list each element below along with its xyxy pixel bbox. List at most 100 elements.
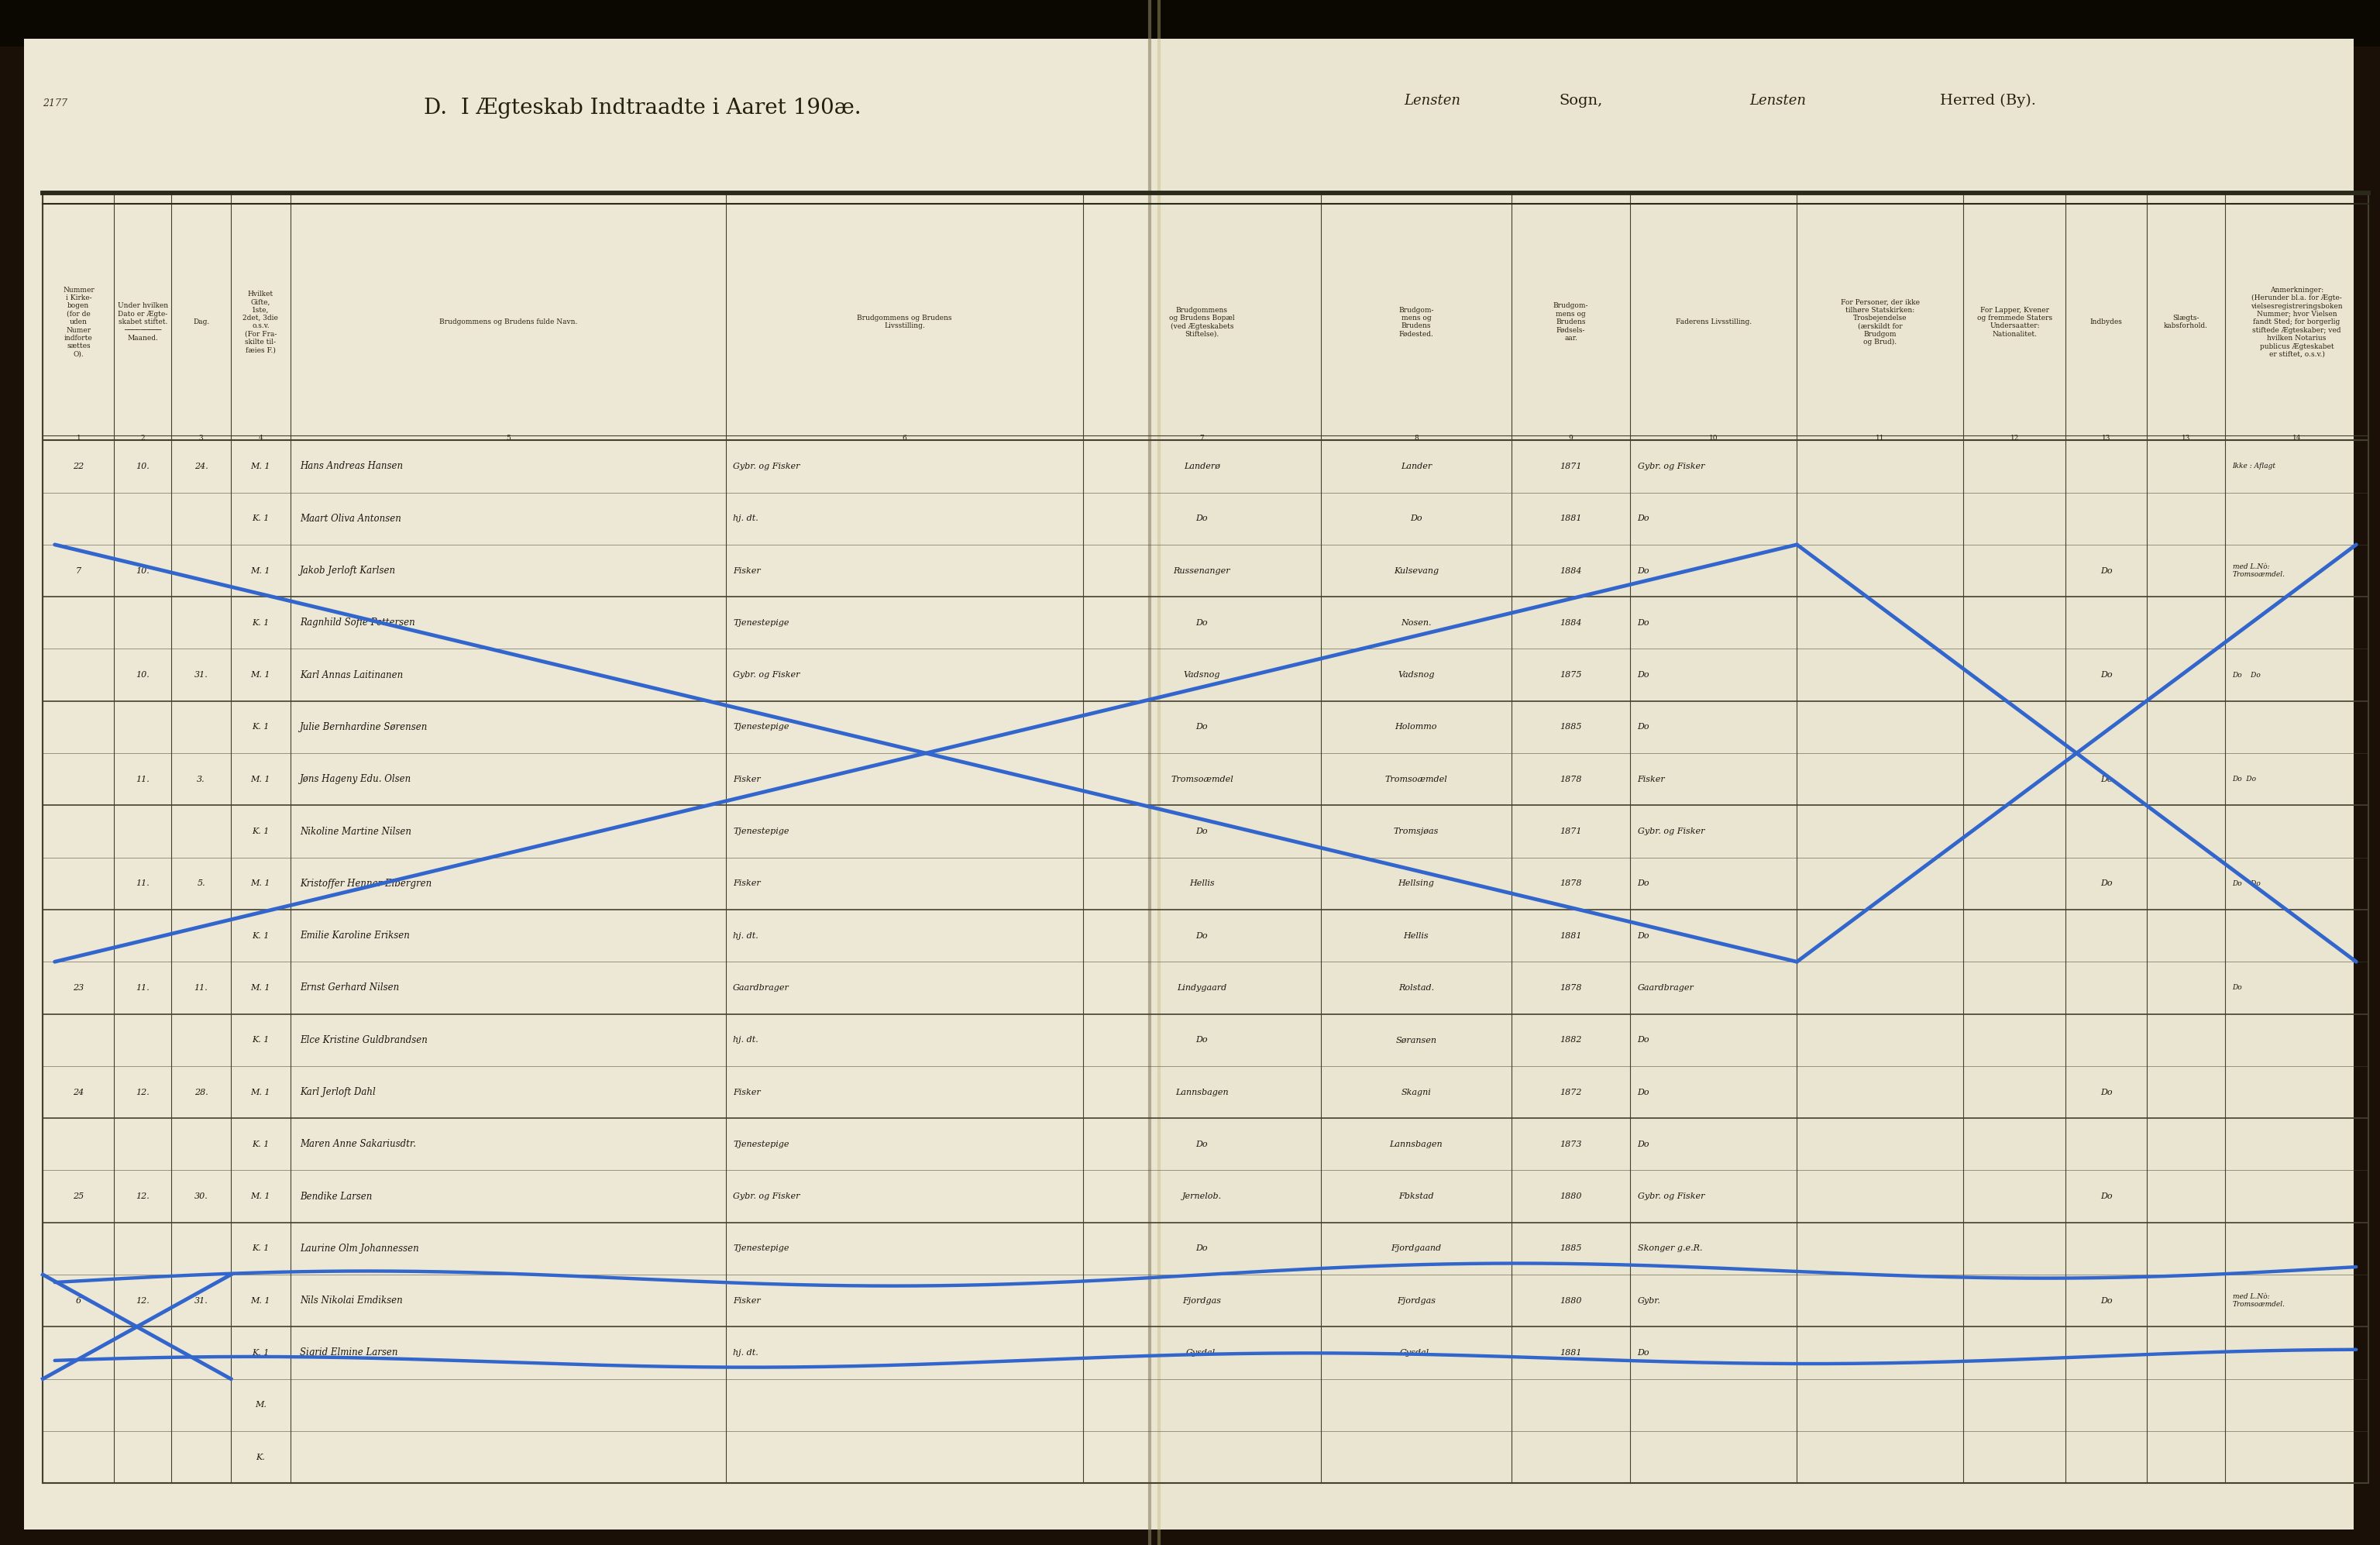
Text: Do: Do <box>1637 1088 1649 1095</box>
Text: 13: 13 <box>2182 434 2190 442</box>
Text: Fisker: Fisker <box>733 1296 762 1304</box>
Text: 24: 24 <box>74 1088 83 1095</box>
Text: 11: 11 <box>1875 434 1885 442</box>
Text: Do: Do <box>1195 1245 1209 1253</box>
Text: 1881: 1881 <box>1559 514 1583 522</box>
Text: Do: Do <box>1637 620 1649 627</box>
Text: For Personer, der ikke
tilhøre Statskirken:
Trosbejendelse
(ærskildt for
Brudgom: For Personer, der ikke tilhøre Statskirk… <box>1840 298 1921 346</box>
Text: 1871: 1871 <box>1559 828 1583 836</box>
Text: 9: 9 <box>1568 434 1573 442</box>
Text: K. 1: K. 1 <box>252 1349 269 1357</box>
Text: Fjordgaand: Fjordgaand <box>1390 1245 1442 1253</box>
Text: Do: Do <box>2099 1296 2113 1304</box>
Text: 31.: 31. <box>195 1296 207 1304</box>
Text: 5.: 5. <box>198 879 205 887</box>
Text: hj. dt.: hj. dt. <box>733 514 759 522</box>
Text: Tjenestepige: Tjenestepige <box>733 723 790 731</box>
Text: Gybr. og Fisker: Gybr. og Fisker <box>733 1193 800 1200</box>
Text: Laurine Olm Johannessen: Laurine Olm Johannessen <box>300 1244 419 1253</box>
Text: M. 1: M. 1 <box>250 462 271 470</box>
Text: Nummer
i Kirke-
bogen
(for de
uden
Numer
indforte
sættes
O).: Nummer i Kirke- bogen (for de uden Numer… <box>62 286 95 358</box>
Text: Under hvilken
Dato er Ægte-
skabet stiftet.
─────────
Maaned.: Under hvilken Dato er Ægte- skabet stift… <box>117 303 169 341</box>
Text: Do: Do <box>1195 828 1209 836</box>
Text: 12.: 12. <box>136 1088 150 1095</box>
Text: Tjenestepige: Tjenestepige <box>733 620 790 627</box>
Text: Tjenestepige: Tjenestepige <box>733 1140 790 1148</box>
Text: Maart Oliva Antonsen: Maart Oliva Antonsen <box>300 513 402 524</box>
Text: Lannsbagen: Lannsbagen <box>1176 1088 1228 1095</box>
Text: Brudgommens
og Brudens Bopæl
(ved Ægteskabets
Stiftelse).: Brudgommens og Brudens Bopæl (ved Ægtesk… <box>1169 306 1235 338</box>
Text: med L.Nò:
Tromsoæmdel.: med L.Nò: Tromsoæmdel. <box>2232 1293 2285 1309</box>
Text: 12: 12 <box>2011 434 2018 442</box>
Text: Gybr. og Fisker: Gybr. og Fisker <box>733 462 800 470</box>
Text: Fisker: Fisker <box>733 567 762 575</box>
Text: Fisker: Fisker <box>733 1088 762 1095</box>
Text: 4: 4 <box>259 434 262 442</box>
Text: K. 1: K. 1 <box>252 620 269 627</box>
Text: 1885: 1885 <box>1559 1245 1583 1253</box>
Text: Hans Andreas Hansen: Hans Andreas Hansen <box>300 462 402 471</box>
Text: 30.: 30. <box>195 1193 207 1200</box>
Text: Jøns Hageny Edu. Olsen: Jøns Hageny Edu. Olsen <box>300 774 412 785</box>
Text: 22: 22 <box>74 462 83 470</box>
Text: 1: 1 <box>76 434 81 442</box>
Text: Lander: Lander <box>1399 462 1433 470</box>
Text: Maren Anne Sakariusdtr.: Maren Anne Sakariusdtr. <box>300 1139 416 1149</box>
Text: Skonger g.e.R.: Skonger g.e.R. <box>1637 1245 1702 1253</box>
Text: 1880: 1880 <box>1559 1296 1583 1304</box>
Text: Bendike Larsen: Bendike Larsen <box>300 1191 371 1202</box>
Text: Tjenestepige: Tjenestepige <box>733 1245 790 1253</box>
Text: 7: 7 <box>76 567 81 575</box>
Text: Do: Do <box>2099 1088 2113 1095</box>
Text: 10.: 10. <box>136 671 150 678</box>
Text: M. 1: M. 1 <box>250 879 271 887</box>
Text: Gysdal.: Gysdal. <box>1185 1349 1219 1357</box>
Text: 10.: 10. <box>136 462 150 470</box>
Text: Dag.: Dag. <box>193 318 209 326</box>
Text: M. 1: M. 1 <box>250 1193 271 1200</box>
Text: Nikoline Martine Nilsen: Nikoline Martine Nilsen <box>300 827 412 836</box>
Text: 1880: 1880 <box>1559 1193 1583 1200</box>
Text: 10: 10 <box>1709 434 1718 442</box>
Text: Tromsoæmdel: Tromsoæmdel <box>1385 776 1447 783</box>
Text: Fisker: Fisker <box>1637 776 1666 783</box>
Text: Hvilket
Gifte,
1ste,
2det, 3die
o.s.v.
(For Fra-
skilte til-
fæies F.): Hvilket Gifte, 1ste, 2det, 3die o.s.v. (… <box>243 290 278 354</box>
Text: Do: Do <box>2099 776 2113 783</box>
Text: 3: 3 <box>200 434 202 442</box>
Text: 11.: 11. <box>136 879 150 887</box>
Text: K. 1: K. 1 <box>252 1140 269 1148</box>
Text: Do: Do <box>2232 984 2242 992</box>
Text: Holommo: Holommo <box>1395 723 1438 731</box>
Text: 1881: 1881 <box>1559 1349 1583 1357</box>
Text: Do: Do <box>1195 514 1209 522</box>
Bar <box>0 0 2380 46</box>
Text: Kulsevang: Kulsevang <box>1395 567 1438 575</box>
Text: Tromsoæmdel: Tromsoæmdel <box>1171 776 1233 783</box>
Text: Landerø: Landerø <box>1183 462 1221 470</box>
Text: M. 1: M. 1 <box>250 1296 271 1304</box>
Text: Anmerkninger:
(Herunder bl.a. for Ægte-
vielsesregistreringsboken
Nummer; hvor V: Anmerkninger: (Herunder bl.a. for Ægte- … <box>2251 286 2342 358</box>
Text: 12.: 12. <box>136 1193 150 1200</box>
Text: Lensten: Lensten <box>1749 93 1806 108</box>
Text: M. 1: M. 1 <box>250 671 271 678</box>
Text: Herred (By).: Herred (By). <box>1940 93 2035 108</box>
Text: 25: 25 <box>74 1193 83 1200</box>
Text: Slægts-
kabsforhold.: Slægts- kabsforhold. <box>2163 315 2209 329</box>
Text: Fbkstad: Fbkstad <box>1399 1193 1433 1200</box>
Text: Lensten: Lensten <box>1404 93 1461 108</box>
Text: Jakob Jerloft Karlsen: Jakob Jerloft Karlsen <box>300 565 395 576</box>
Text: Gybr.: Gybr. <box>1637 1296 1661 1304</box>
Text: Hellsing: Hellsing <box>1397 879 1435 887</box>
Text: Faderens Livsstilling.: Faderens Livsstilling. <box>1676 318 1752 326</box>
Text: Rolstad.: Rolstad. <box>1397 984 1435 992</box>
Text: Do  Do: Do Do <box>2232 776 2256 783</box>
Text: 12.: 12. <box>136 1296 150 1304</box>
Text: Do: Do <box>1637 567 1649 575</box>
Text: Do: Do <box>1637 1349 1649 1357</box>
Text: Russenanger: Russenanger <box>1173 567 1230 575</box>
Text: D.  I Ægteskab Indtraadte i Aaret 190æ.: D. I Ægteskab Indtraadte i Aaret 190æ. <box>424 97 862 119</box>
Text: Karl Jerloft Dahl: Karl Jerloft Dahl <box>300 1088 376 1097</box>
Text: 6: 6 <box>902 434 907 442</box>
Text: Ernst Gerhard Nilsen: Ernst Gerhard Nilsen <box>300 983 400 993</box>
Text: Emilie Karoline Eriksen: Emilie Karoline Eriksen <box>300 930 409 941</box>
